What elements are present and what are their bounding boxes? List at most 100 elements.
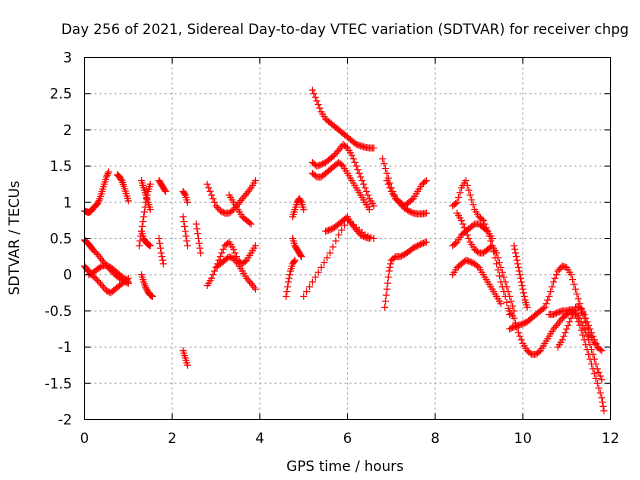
data-point <box>357 231 365 239</box>
data-point <box>463 231 471 239</box>
data-point <box>381 165 389 173</box>
data-point <box>409 244 417 252</box>
data-point <box>406 208 414 216</box>
data-point <box>468 258 476 266</box>
data-point <box>576 314 584 322</box>
data-point <box>517 336 525 344</box>
data-point <box>205 184 213 192</box>
data-point <box>335 231 343 239</box>
data-point <box>569 311 577 319</box>
data-point <box>155 235 163 242</box>
data-point <box>567 271 575 279</box>
y-tick-label: -2 <box>58 413 72 429</box>
data-point <box>548 283 556 291</box>
data-point <box>123 277 131 285</box>
data-point <box>520 319 528 327</box>
data-point <box>124 278 132 286</box>
data-point <box>452 239 460 247</box>
data-point <box>283 288 291 296</box>
grid-lines <box>84 57 611 420</box>
x-tick-label: 2 <box>168 431 177 447</box>
y-axis-label: SDTVAR / TECUs <box>7 181 23 296</box>
data-point <box>333 148 341 156</box>
data-point <box>184 361 192 369</box>
data-point <box>590 370 598 378</box>
data-point <box>542 300 550 308</box>
data-point <box>558 336 566 344</box>
data-point <box>219 245 227 253</box>
data-point <box>105 168 113 176</box>
data-point <box>519 285 527 293</box>
data-point <box>317 161 325 169</box>
y-tick-label: 1.5 <box>50 159 72 175</box>
data-point <box>102 173 110 181</box>
data-point <box>306 283 314 291</box>
data-point <box>519 320 527 328</box>
data-point <box>396 253 404 261</box>
data-point <box>247 220 255 228</box>
data-point <box>561 329 569 337</box>
data-point <box>240 193 248 201</box>
data-point <box>506 325 514 333</box>
series-s15 <box>192 220 205 257</box>
data-point <box>352 226 360 234</box>
data-point <box>161 186 169 194</box>
data-point <box>577 318 585 326</box>
data-point <box>124 197 132 205</box>
series-s27 <box>322 213 373 242</box>
data-point <box>506 292 514 300</box>
data-point <box>180 218 188 226</box>
data-point <box>539 304 547 312</box>
series-s26 <box>300 216 378 300</box>
data-point <box>509 302 517 310</box>
data-point <box>513 324 521 332</box>
data-point <box>326 226 334 234</box>
data-point <box>97 263 105 271</box>
data-point <box>462 177 470 185</box>
data-point <box>86 270 94 278</box>
data-point <box>216 253 224 261</box>
data-point <box>146 206 154 214</box>
data-point <box>514 260 522 268</box>
data-point <box>355 169 363 177</box>
data-point <box>94 276 102 284</box>
data-point <box>465 235 473 242</box>
data-point <box>338 226 346 234</box>
data-point <box>365 235 373 242</box>
data-point <box>459 220 467 228</box>
data-point <box>232 258 240 266</box>
data-point <box>395 198 403 206</box>
series-s7 <box>137 227 154 250</box>
data-point <box>596 389 604 397</box>
data-point <box>493 249 501 257</box>
data-point <box>507 297 515 305</box>
data-point <box>526 349 534 357</box>
data-point <box>385 267 393 275</box>
data-point <box>181 222 189 230</box>
data-point <box>183 237 191 245</box>
data-point <box>554 267 562 275</box>
series-s31 <box>449 177 514 319</box>
series-s30 <box>381 238 430 311</box>
data-point <box>135 242 143 250</box>
data-point <box>146 242 154 250</box>
data-point <box>588 346 596 354</box>
data-point <box>408 208 416 216</box>
data-point <box>384 180 392 188</box>
data-point <box>422 177 430 185</box>
data-point <box>193 225 201 233</box>
data-point <box>92 249 100 257</box>
data-point <box>469 221 477 229</box>
series-s4 <box>85 261 132 286</box>
data-point <box>313 97 321 105</box>
data-point <box>598 394 606 402</box>
data-point <box>596 372 604 380</box>
data-point <box>194 235 202 242</box>
data-point <box>382 291 390 299</box>
data-point <box>370 202 378 210</box>
data-point <box>209 271 217 279</box>
data-point <box>552 322 560 330</box>
data-point <box>523 303 531 311</box>
data-point <box>349 155 357 163</box>
data-point <box>516 271 524 279</box>
